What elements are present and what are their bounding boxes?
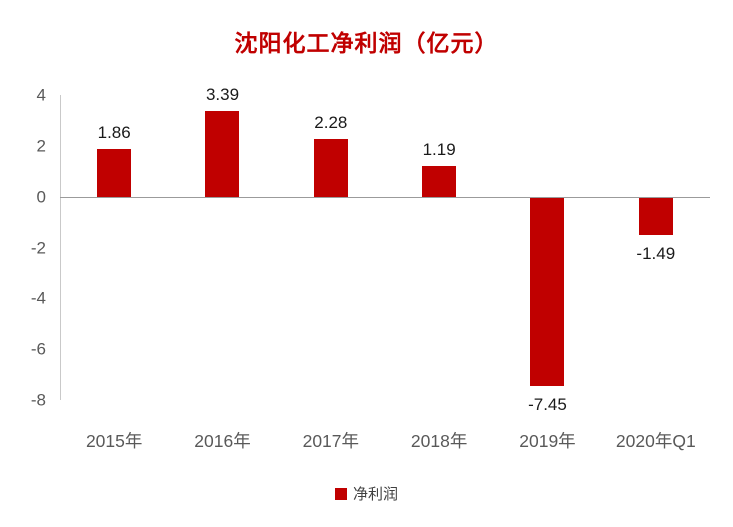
legend: 净利润: [0, 483, 733, 504]
bar-column: 3.39: [168, 85, 276, 400]
bar: [97, 149, 132, 197]
chart-title: 沈阳化工净利润（亿元）: [234, 30, 499, 56]
y-axis: 4 2 0 -2 -4 -6 -8: [10, 87, 60, 409]
bar: [313, 138, 348, 197]
x-axis-label: 2016年: [194, 431, 251, 451]
x-axis-label: 2015年: [85, 431, 143, 451]
legend-label: 净利润: [352, 486, 398, 503]
x-axis-label: 2018年: [410, 431, 468, 451]
bar-value-label: 3.39: [205, 84, 240, 104]
y-axis-tick-label: -6: [30, 339, 46, 359]
chart-body: 4 2 0 -2 -4 -6 -8 1.86 3.39 2.28 1.19 -7.45 -1.49: [10, 85, 710, 414]
bar-column: 2.28: [277, 95, 385, 400]
bar-value-label: -7.45: [528, 395, 567, 415]
plot-area: 1.86 3.39 2.28 1.19 -7.45 -1.49: [60, 85, 710, 414]
bar-column: 1.19: [385, 95, 493, 400]
bar-column: 1.86: [60, 95, 168, 400]
x-axis-label: 2019年: [519, 431, 576, 451]
bar: [638, 196, 673, 235]
y-axis-tick-label: -8: [30, 390, 46, 410]
bar-value-label: 2.28: [314, 112, 348, 132]
bar-column: -7.45: [493, 95, 601, 414]
bar-column: -1.49: [602, 95, 710, 400]
zero-axis-line: [60, 196, 710, 198]
y-axis-tick-label: -4: [30, 288, 46, 308]
x-axis-label: 2017年: [302, 431, 360, 451]
bar-value-label: 1.86: [97, 123, 131, 143]
y-axis-tick-label: 0: [36, 187, 46, 207]
y-axis-tick-label: 4: [36, 85, 46, 105]
x-axis: 2015年 2016年 2017年 2018年 2019年 2020年Q1: [60, 428, 710, 453]
bar: [422, 166, 457, 197]
bar: [205, 110, 240, 197]
y-axis-tick-label: -2: [30, 238, 46, 257]
y-axis-line: [60, 95, 61, 400]
y-axis-tick-label: 2: [36, 136, 46, 156]
x-axis-label: 2020年Q1: [615, 431, 696, 451]
bar: [530, 196, 565, 386]
bar-value-label: -1.49: [636, 243, 676, 263]
bar-value-label: 1.19: [422, 140, 456, 160]
legend-swatch-icon: [334, 487, 347, 500]
